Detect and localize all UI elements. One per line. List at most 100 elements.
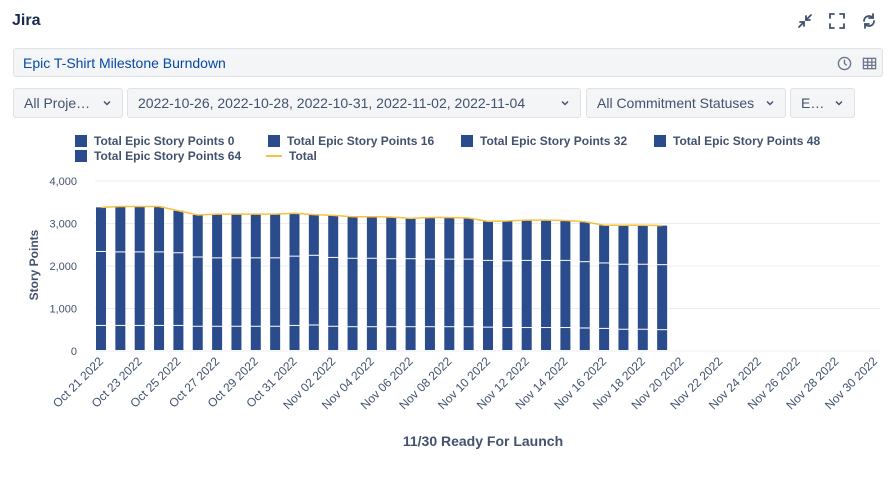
- bar-segment[interactable]: [483, 221, 493, 260]
- bar-segment[interactable]: [618, 225, 629, 264]
- bar-segment[interactable]: [637, 225, 648, 264]
- refresh-icon[interactable]: [858, 10, 880, 32]
- total-series-line[interactable]: [100, 205, 663, 227]
- bar-segment[interactable]: [560, 220, 571, 260]
- legend-item[interactable]: Total Epic Story Points 64: [75, 149, 241, 163]
- bar-segment[interactable]: [289, 213, 300, 256]
- bar-segment[interactable]: [405, 259, 416, 327]
- bar-segment[interactable]: [405, 218, 416, 259]
- bar-segment[interactable]: [192, 257, 203, 326]
- bar-segment[interactable]: [134, 252, 145, 325]
- bar-segment[interactable]: [386, 259, 397, 327]
- bar-segment[interactable]: [270, 214, 281, 258]
- bar-segment[interactable]: [154, 206, 165, 252]
- commitment-status-filter[interactable]: All Commitment Statuses: [586, 88, 786, 118]
- bar-segment[interactable]: [250, 326, 261, 350]
- bar-segment[interactable]: [483, 327, 493, 350]
- bar-segment[interactable]: [154, 252, 165, 325]
- bar-segment[interactable]: [541, 260, 552, 328]
- table-icon[interactable]: [860, 54, 878, 72]
- bar-segment[interactable]: [212, 326, 223, 350]
- bar-segment[interactable]: [366, 258, 377, 327]
- bar-segment[interactable]: [347, 327, 358, 350]
- bar-segment[interactable]: [560, 260, 571, 328]
- bar-segment[interactable]: [599, 328, 610, 350]
- legend-item[interactable]: Total: [266, 149, 317, 163]
- bar-segment[interactable]: [521, 328, 532, 350]
- bar-segment[interactable]: [657, 265, 668, 330]
- bar-segment[interactable]: [270, 326, 281, 350]
- bar-segment[interactable]: [347, 258, 358, 327]
- bar-segment[interactable]: [212, 258, 223, 326]
- bar-segment[interactable]: [637, 329, 648, 350]
- bar-segment[interactable]: [115, 206, 126, 252]
- bar-segment[interactable]: [444, 327, 455, 350]
- bar-segment[interactable]: [541, 220, 552, 260]
- bar-segment[interactable]: [173, 253, 184, 325]
- bar-segment[interactable]: [115, 325, 126, 350]
- bar-segment[interactable]: [599, 225, 610, 263]
- bar-segment[interactable]: [483, 260, 493, 327]
- bar-segment[interactable]: [347, 216, 358, 258]
- bar-segment[interactable]: [541, 328, 552, 350]
- legend-item[interactable]: Total Epic Story Points 48: [654, 134, 820, 148]
- report-title[interactable]: Epic T-Shirt Milestone Burndown: [23, 55, 226, 71]
- bar-segment[interactable]: [308, 214, 319, 255]
- legend-item[interactable]: Total Epic Story Points 32: [461, 134, 627, 148]
- bar-segment[interactable]: [366, 216, 377, 258]
- project-filter[interactable]: All Projects: [13, 88, 123, 118]
- bar-segment[interactable]: [366, 327, 377, 350]
- bar-segment[interactable]: [424, 217, 435, 259]
- bar-segment[interactable]: [502, 261, 513, 328]
- bar-segment[interactable]: [328, 215, 339, 257]
- legend-item[interactable]: Total Epic Story Points 16: [268, 134, 434, 148]
- bar-segment[interactable]: [173, 325, 184, 350]
- bar-segment[interactable]: [424, 327, 435, 350]
- bar-segment[interactable]: [502, 328, 513, 350]
- bar-segment[interactable]: [328, 257, 339, 326]
- bar-segment[interactable]: [405, 327, 416, 350]
- bar-segment[interactable]: [657, 330, 668, 350]
- bar-segment[interactable]: [96, 207, 106, 251]
- bar-segment[interactable]: [657, 225, 668, 265]
- bar-segment[interactable]: [463, 259, 474, 327]
- bar-segment[interactable]: [192, 326, 203, 350]
- bar-segment[interactable]: [328, 326, 339, 350]
- bar-segment[interactable]: [173, 210, 184, 253]
- bar-segment[interactable]: [579, 262, 590, 328]
- bar-segment[interactable]: [231, 258, 242, 326]
- bar-segment[interactable]: [424, 259, 435, 327]
- bar-segment[interactable]: [250, 214, 261, 258]
- bar-segment[interactable]: [231, 214, 242, 258]
- issue-type-filter[interactable]: Epic: [790, 88, 855, 118]
- bar-segment[interactable]: [134, 325, 145, 350]
- bar-segment[interactable]: [463, 217, 474, 259]
- bar-segment[interactable]: [134, 206, 145, 252]
- bar-segment[interactable]: [289, 325, 300, 350]
- bar-segment[interactable]: [154, 325, 165, 350]
- bar-segment[interactable]: [502, 220, 513, 261]
- date-filter[interactable]: 2022-10-26, 2022-10-28, 2022-10-31, 2022…: [127, 88, 581, 118]
- bar-segment[interactable]: [579, 221, 590, 262]
- bar-segment[interactable]: [637, 264, 648, 329]
- bar-segment[interactable]: [96, 325, 106, 350]
- bar-segment[interactable]: [386, 327, 397, 350]
- bar-segment[interactable]: [289, 256, 300, 325]
- bar-segment[interactable]: [618, 264, 629, 329]
- minimize-arrows-icon[interactable]: [794, 10, 816, 32]
- clock-icon[interactable]: [835, 54, 853, 72]
- bar-segment[interactable]: [308, 325, 319, 351]
- bar-segment[interactable]: [115, 252, 126, 325]
- bar-segment[interactable]: [96, 251, 106, 325]
- legend-item[interactable]: Total Epic Story Points 0: [75, 134, 234, 148]
- bar-segment[interactable]: [270, 258, 281, 326]
- bar-segment[interactable]: [560, 328, 571, 350]
- bar-segment[interactable]: [386, 217, 397, 259]
- bar-segment[interactable]: [212, 214, 223, 258]
- fullscreen-icon[interactable]: [826, 10, 848, 32]
- bar-segment[interactable]: [192, 215, 203, 257]
- bar-segment[interactable]: [599, 263, 610, 328]
- bar-segment[interactable]: [444, 217, 455, 259]
- bar-segment[interactable]: [521, 260, 532, 328]
- bar-segment[interactable]: [618, 329, 629, 350]
